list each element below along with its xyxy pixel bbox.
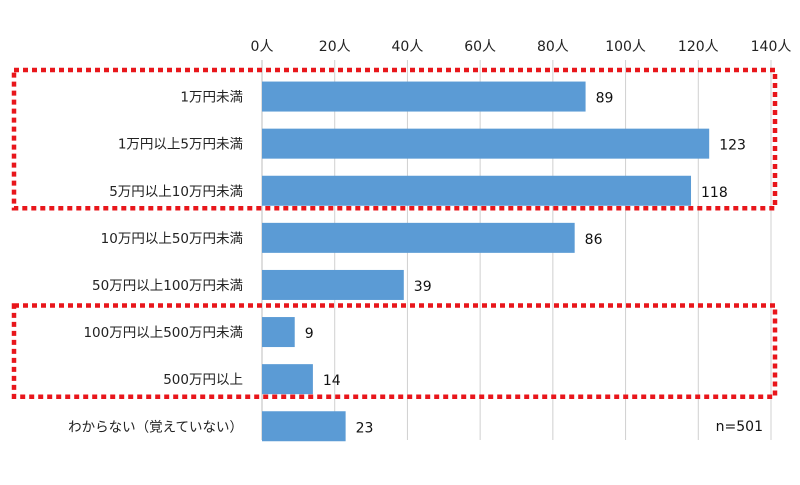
category-label: 500万円以上 [163, 372, 243, 388]
data-label: 89 [596, 91, 614, 107]
highlight-box [11, 67, 778, 211]
bar [262, 411, 346, 442]
bar [262, 317, 295, 348]
x-tick-label: 60人 [464, 39, 496, 55]
sample-size-note: n=501 [716, 419, 763, 435]
category-label: 100万円以上500万円未満 [83, 325, 243, 341]
highlight-boxes [11, 67, 778, 399]
bar [262, 269, 404, 300]
category-label: わからない（覚えていない） [68, 419, 243, 435]
data-label: 39 [414, 279, 432, 295]
category-label: 1万円以上5万円未満 [118, 137, 243, 153]
bar [262, 175, 692, 206]
x-axis-ticks: 0人 20人 40人 60人 80人 100人 120人 140人 [251, 39, 792, 55]
x-tick-label: 120人 [678, 39, 719, 55]
value-labels: 89 123 118 86 39 9 14 23 [305, 91, 746, 437]
bar [262, 222, 575, 253]
data-label: 118 [701, 185, 728, 201]
x-tick-label: 100人 [605, 39, 646, 55]
category-label: 50万円以上100万円未満 [92, 278, 243, 294]
data-label: 9 [305, 326, 314, 342]
x-tick-label: 40人 [392, 39, 424, 55]
data-label: 14 [323, 373, 341, 389]
bar [262, 81, 586, 112]
category-label: 1万円未満 [180, 90, 243, 106]
x-tick-label: 0人 [251, 39, 274, 55]
category-label: 5万円以上10万円未満 [109, 184, 243, 200]
x-tick-label: 20人 [319, 39, 351, 55]
bar [262, 128, 710, 159]
x-tick-label: 80人 [537, 39, 569, 55]
x-tick-label: 140人 [751, 39, 792, 55]
category-labels: 1万円未満 1万円以上5万円未満 5万円以上10万円未満 10万円以上50万円未満 50… [68, 90, 243, 436]
bar [262, 364, 313, 395]
category-label: 10万円以上50万円未満 [101, 231, 243, 247]
bars [262, 81, 710, 442]
data-label: 86 [585, 232, 603, 248]
data-label: 123 [719, 138, 746, 154]
highlight-box [11, 303, 778, 399]
data-label: 23 [356, 420, 374, 436]
